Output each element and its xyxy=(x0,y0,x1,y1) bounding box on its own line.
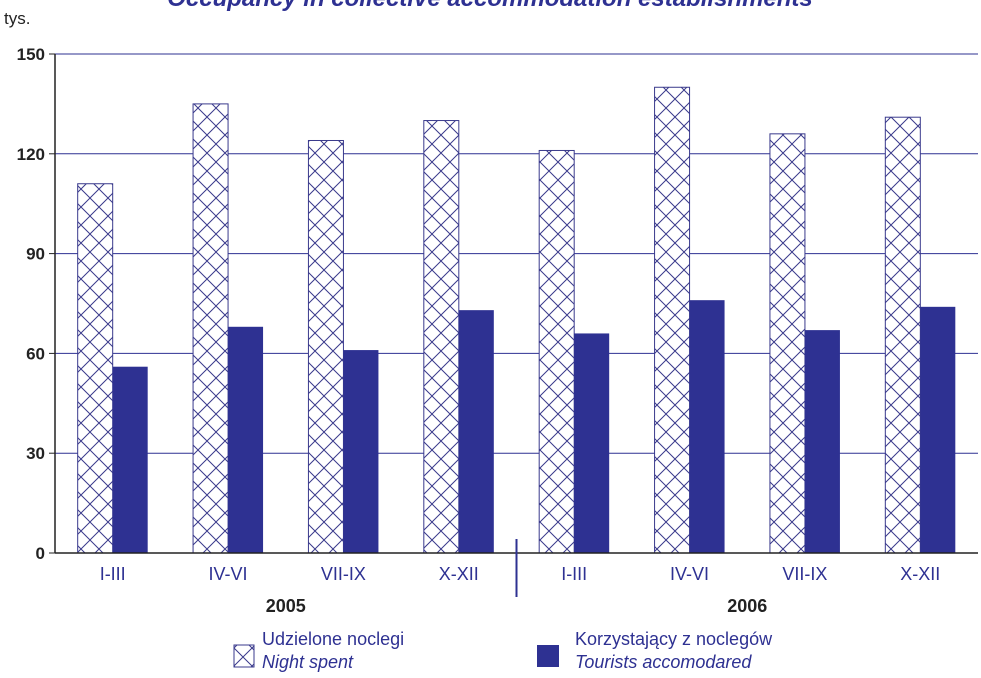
y-tick-label: 30 xyxy=(26,444,45,463)
bar-tourists-3 xyxy=(458,310,494,553)
x-axis-ticks: I-III IV-VI VII-IX X-XII I-III IV-VI VII-IX X-X… xyxy=(100,564,941,584)
bar-night-spent-4 xyxy=(538,149,575,554)
legend-label: Korzystający z noclegów xyxy=(575,629,773,649)
bar-tourists-5 xyxy=(689,300,725,553)
x-tick-label: IV-VI xyxy=(670,564,709,584)
x-tick-label: I-III xyxy=(100,564,126,584)
bar-tourists-7 xyxy=(920,306,956,553)
bar-tourists-2 xyxy=(343,350,379,553)
bars xyxy=(77,86,956,554)
bar-tourists-0 xyxy=(112,366,148,553)
x-group-label: 2005 xyxy=(266,596,306,616)
legend-label: Udzielone noclegi xyxy=(262,629,404,649)
bar-tourists-1 xyxy=(228,326,264,553)
x-tick-label: IV-VI xyxy=(209,564,248,584)
y-unit-label: tys. xyxy=(4,9,30,28)
y-tick-label: 60 xyxy=(26,344,45,363)
x-tick-label: VII-IX xyxy=(782,564,827,584)
bar-night-spent-2 xyxy=(307,139,344,554)
x-tick-label: VII-IX xyxy=(321,564,366,584)
bar-night-spent-1 xyxy=(192,103,229,554)
y-tick-label: 90 xyxy=(26,245,45,264)
y-tick-label: 120 xyxy=(17,145,45,164)
legend-label-en: Night spent xyxy=(262,652,354,672)
legend: Udzielone noclegi Night spent Korzystający… xyxy=(233,629,773,672)
y-axis-ticks: 0 30 60 90 120 150 xyxy=(17,45,55,563)
x-group-label: 2006 xyxy=(727,596,767,616)
legend-swatch-night-spent xyxy=(233,644,255,668)
x-tick-label: I-III xyxy=(561,564,587,584)
bar-tourists-4 xyxy=(574,333,610,553)
bar-tourists-6 xyxy=(804,330,840,553)
legend-swatch-tourists xyxy=(537,645,559,667)
bar-night-spent-0 xyxy=(77,183,114,554)
axes xyxy=(54,54,978,597)
legend-label-en: Tourists accomodared xyxy=(575,652,752,672)
bar-night-spent-5 xyxy=(654,86,691,554)
x-axis-groups: 2005 2006 xyxy=(266,596,768,616)
bar-night-spent-7 xyxy=(884,116,921,554)
chart-title: Occupancy in collective accommodation es… xyxy=(167,0,813,12)
bar-night-spent-3 xyxy=(423,120,460,554)
bar-night-spent-6 xyxy=(769,133,806,554)
y-tick-label: 150 xyxy=(17,45,45,64)
x-tick-label: X-XII xyxy=(900,564,940,584)
y-tick-label: 0 xyxy=(36,544,45,563)
x-tick-label: X-XII xyxy=(439,564,479,584)
